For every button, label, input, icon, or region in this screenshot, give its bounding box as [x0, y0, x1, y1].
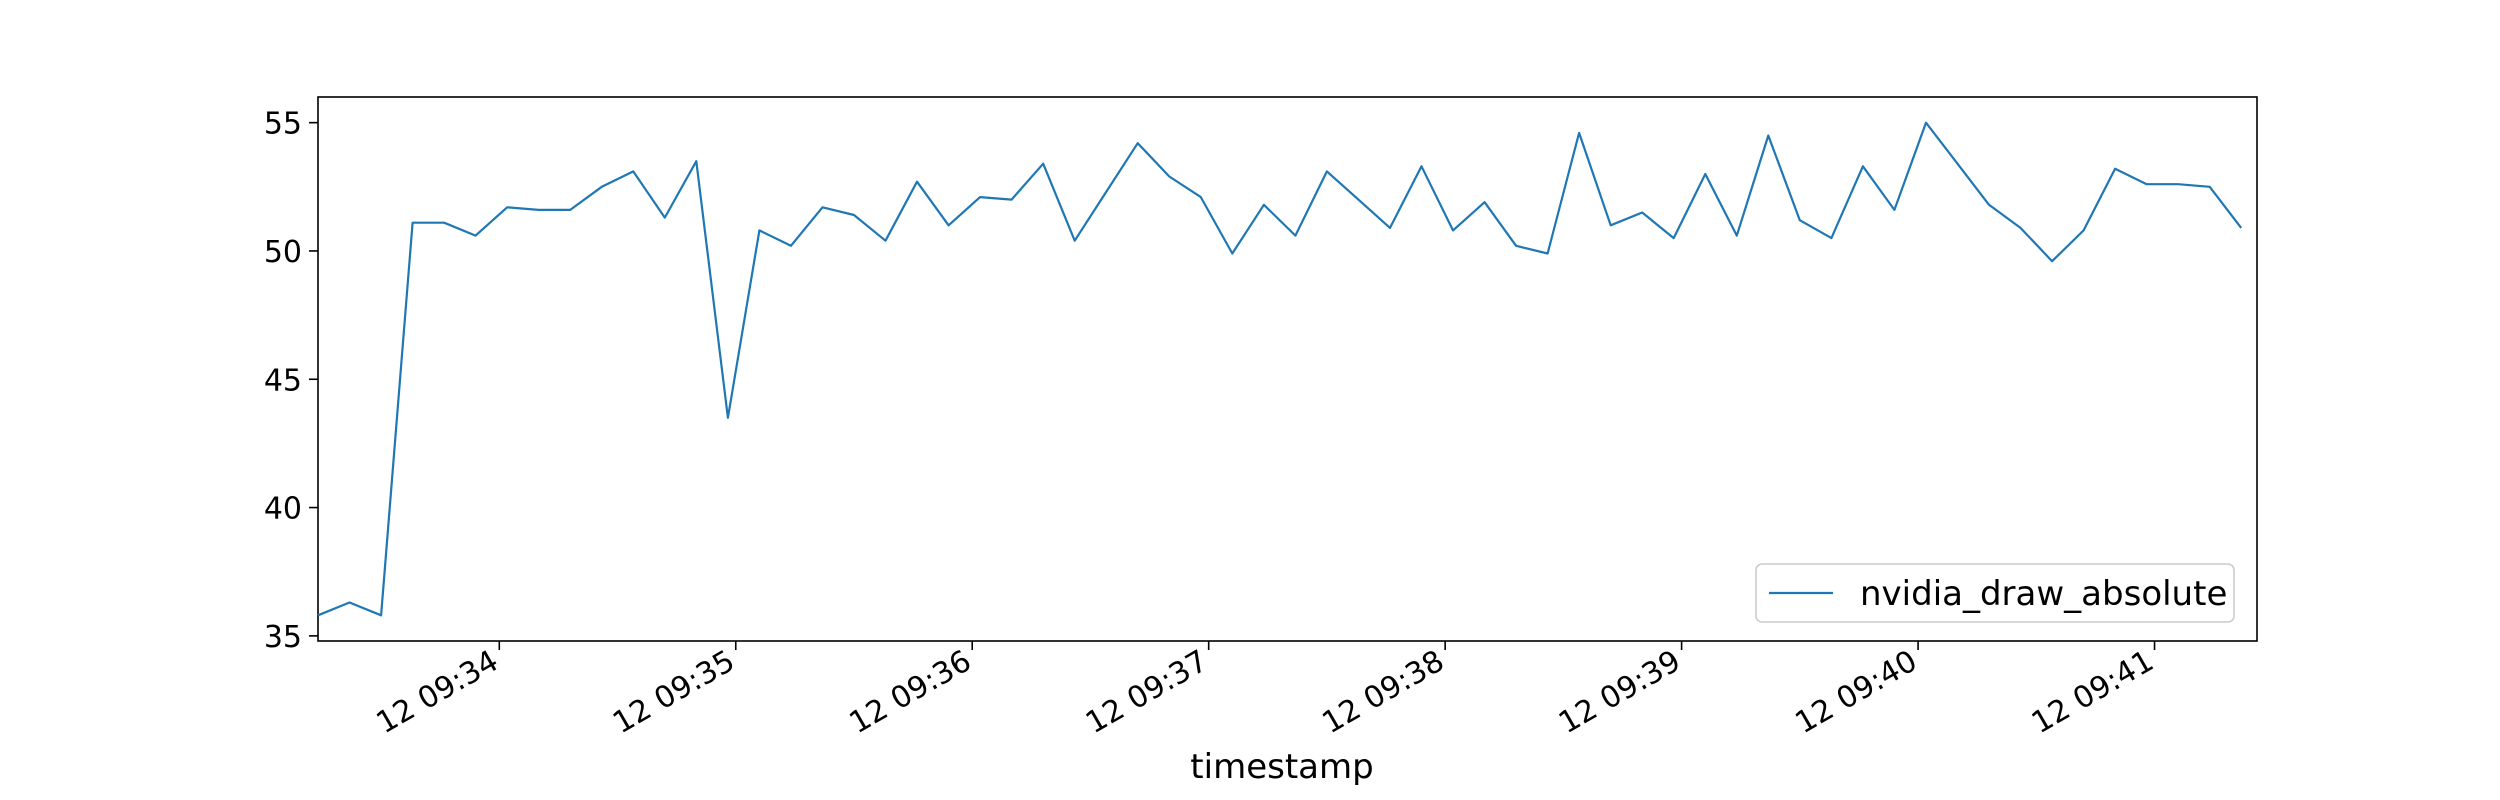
plot-area	[317, 96, 2258, 642]
y-tick-label: 45	[264, 363, 302, 398]
x-tick-label: 12 09:36	[844, 644, 978, 741]
x-tick-label: 12 09:38	[1317, 644, 1451, 741]
y-tick-label: 50	[264, 235, 302, 270]
x-tick-label: 12 09:39	[1553, 644, 1687, 741]
legend-box	[1755, 563, 2235, 623]
x-tick-label: 12 09:34	[371, 644, 505, 741]
series-line-nvidia_draw_absolute	[317, 121, 2243, 617]
legend-label: nvidia_draw_absolute	[1860, 574, 2227, 614]
y-tick-label: 55	[264, 107, 302, 142]
x-tick-label: 12 09:35	[607, 644, 741, 741]
x-tick-label: 12 09:41	[2026, 644, 2160, 741]
x-tick-label: 12 09:40	[1789, 644, 1923, 741]
x-axis-label: timestamp	[1190, 747, 1373, 787]
legend: nvidia_draw_absolute	[1755, 563, 2235, 623]
y-axis: 35 40 45 50 55	[264, 107, 318, 655]
y-tick-label: 40	[264, 492, 302, 527]
series-layer	[317, 121, 2243, 617]
y-tick-label: 35	[264, 620, 302, 655]
x-tick-label: 12 09:37	[1080, 644, 1214, 741]
x-axis: 12 09:34 12 09:35 12 09:36 12 09:37 12 09:38…	[371, 641, 2160, 741]
